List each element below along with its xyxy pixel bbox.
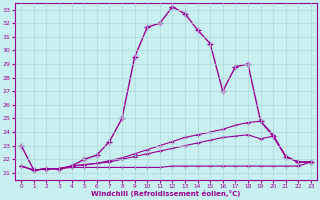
- X-axis label: Windchill (Refroidissement éolien,°C): Windchill (Refroidissement éolien,°C): [92, 190, 241, 197]
